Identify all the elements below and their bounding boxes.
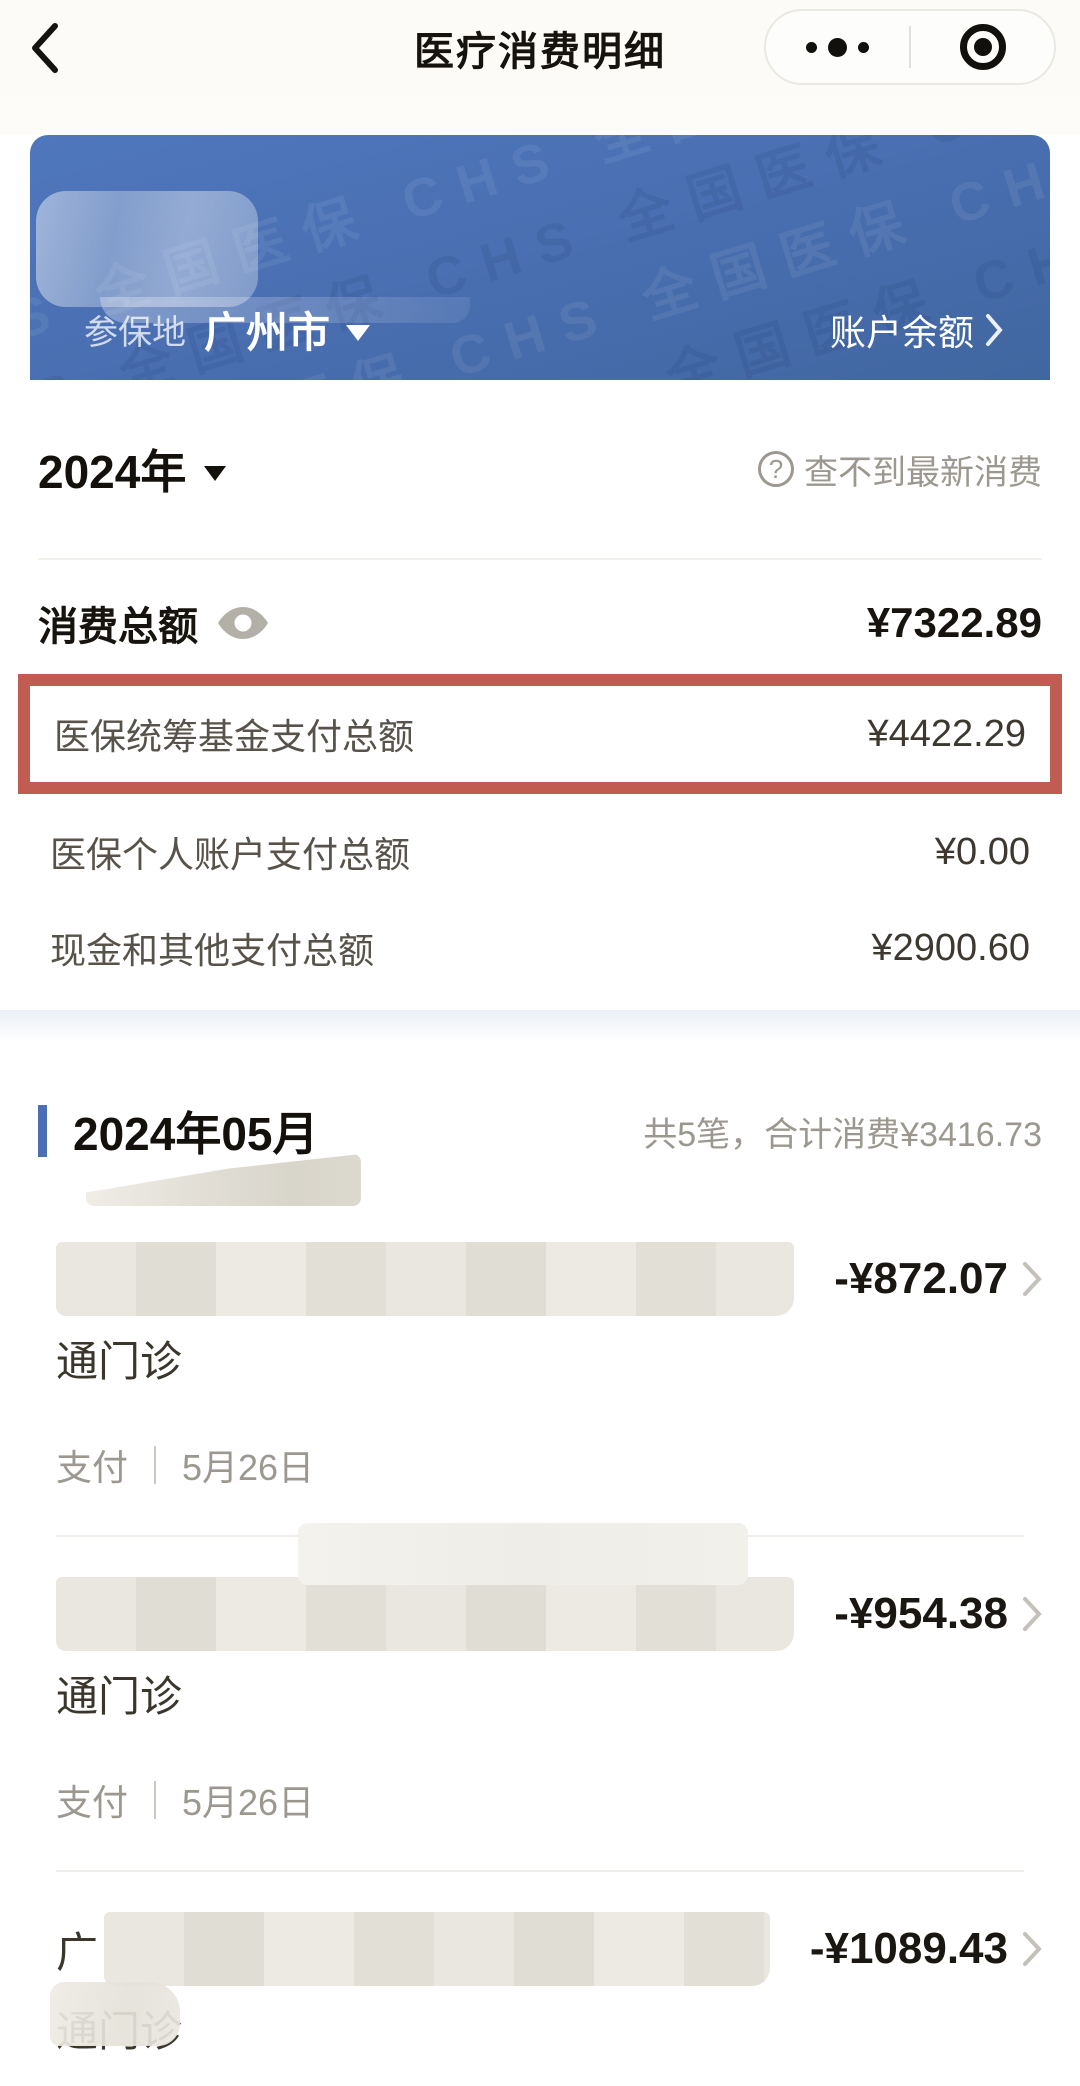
region-value: 广州市 — [204, 309, 331, 356]
total-label: 消费总额 — [38, 605, 198, 649]
highlighted-pooled-fund-row: 医保统筹基金支付总额 ¥4422.29 — [18, 674, 1062, 794]
month-section: 2024年05月 共5笔，合计消费¥3416.73 -¥872.07 通门诊 支… — [0, 1042, 1080, 2086]
row-label: 医保个人账户支付总额 — [50, 834, 411, 875]
chevron-right-icon — [1022, 1596, 1042, 1632]
transaction-item[interactable]: -¥872.07 通门诊 支付 5月26日 — [38, 1242, 1042, 1491]
chevron-right-icon — [1022, 1931, 1042, 1967]
balance-label: 账户余额 — [829, 311, 974, 353]
divider — [56, 1870, 1024, 1872]
year-label: 2024年 — [38, 446, 187, 498]
payment-status: 支付 — [56, 1447, 129, 1488]
visibility-toggle[interactable] — [218, 607, 268, 639]
transaction-meta: 支付 5月26日 — [56, 1774, 1042, 1826]
chevron-right-icon — [1022, 1261, 1042, 1297]
month-summary-text: 共5笔，合计消费¥3416.73 — [643, 1115, 1042, 1154]
payment-date: 5月26日 — [182, 1447, 315, 1488]
redaction-smudge — [298, 1523, 748, 1585]
capsule-divider — [909, 26, 911, 68]
page-title: 医疗消费明细 — [414, 29, 666, 74]
navbar: 医疗消费明细 — [0, 0, 1080, 95]
back-button[interactable] — [28, 16, 92, 80]
region-label: 参保地 — [84, 314, 186, 352]
insurance-banner-card: CHS 全国医保 CHS 全国医保 CHS 全国医保 CHS CHS 全国医保 … — [30, 135, 1050, 400]
merchant-name-line2: 通门诊 — [50, 1982, 1042, 2059]
month-accent-bar — [38, 1105, 47, 1157]
dropdown-caret-icon — [204, 465, 227, 481]
region-selector[interactable]: 参保地 广州市 — [84, 299, 371, 360]
merchant-name-line2: 通门诊 — [56, 1673, 183, 1720]
transaction-item[interactable]: 广 -¥1089.43 通门诊 支付 5月18日 — [38, 1912, 1042, 2086]
target-circle-icon — [959, 24, 1006, 70]
redaction-smudge — [50, 1982, 180, 2046]
month-header: 2024年05月 共5笔，合计消费¥3416.73 — [38, 1098, 1042, 1206]
row-value: ¥4422.29 — [867, 712, 1027, 755]
transaction-meta: 支付 5月26日 — [56, 1439, 1042, 1491]
eye-icon — [218, 607, 268, 639]
total-consumption-row: 消费总额 ¥7322.89 — [38, 594, 1042, 652]
close-minimize-button[interactable] — [911, 11, 1054, 83]
redacted-merchant-name — [104, 1912, 770, 1986]
question-circle-icon: ? — [758, 451, 794, 487]
missing-consumption-help-link[interactable]: ? 查不到最新消费 — [758, 445, 1042, 494]
redacted-merchant-name — [56, 1577, 795, 1651]
row-value: ¥0.00 — [934, 830, 1030, 873]
redacted-merchant-name — [56, 1242, 795, 1316]
help-text: 查不到最新消费 — [804, 453, 1042, 492]
cash-other-row: 现金和其他支付总额 ¥2900.60 — [38, 922, 1042, 974]
row-label: 现金和其他支付总额 — [50, 930, 375, 971]
year-row: 2024年 ? 查不到最新消费 — [38, 436, 1042, 502]
header-spacer — [0, 95, 1080, 135]
redacted-name-block — [36, 191, 258, 307]
transaction-amount: -¥954.38 — [834, 1589, 1008, 1638]
personal-account-row: 医保个人账户支付总额 ¥0.00 — [38, 826, 1042, 878]
more-menu-button[interactable] — [766, 11, 909, 83]
payment-status: 支付 — [56, 1782, 129, 1823]
month-title: 2024年05月 — [73, 1108, 319, 1160]
merchant-name-line2: 通门诊 — [56, 1338, 183, 1385]
meta-divider — [154, 1446, 157, 1484]
redacted-name-tail — [100, 297, 470, 323]
account-balance-link[interactable]: 账户余额 — [830, 304, 1004, 356]
row-label: 医保统筹基金支付总额 — [54, 716, 415, 757]
miniprogram-capsule — [764, 9, 1056, 85]
ellipsis-icon — [806, 37, 869, 57]
divider — [38, 558, 1042, 560]
total-value: ¥7322.89 — [866, 599, 1042, 646]
summary-card: 2024年 ? 查不到最新消费 消费总额 ¥7322.89 医保统筹基金支付总额… — [0, 380, 1080, 1010]
transaction-amount: -¥872.07 — [834, 1254, 1008, 1303]
transaction-item[interactable]: -¥954.38 通门诊 支付 5月26日 — [38, 1523, 1042, 1826]
section-gap — [0, 1010, 1080, 1042]
back-chevron-icon — [32, 23, 58, 73]
transaction-amount: -¥1089.43 — [809, 1924, 1008, 1973]
merchant-name-prefix: 广 — [56, 1928, 99, 1976]
payment-date: 5月26日 — [182, 1782, 315, 1823]
year-selector[interactable]: 2024年 — [38, 436, 227, 502]
dropdown-caret-icon — [346, 324, 371, 341]
meta-divider — [154, 1781, 157, 1819]
chevron-right-icon — [986, 313, 1003, 346]
banner-bottom-row: 参保地 广州市 账户余额 — [84, 299, 1004, 360]
row-value: ¥2900.60 — [871, 926, 1031, 969]
